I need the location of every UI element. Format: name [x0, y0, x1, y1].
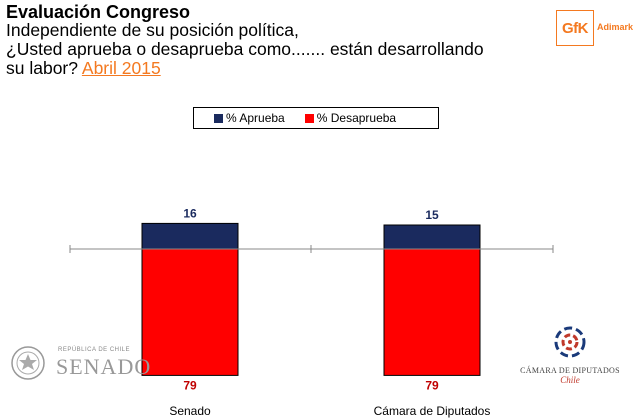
bar-desaprueba-0 [141, 248, 239, 376]
data-label-aprueba-1: 15 [425, 208, 439, 222]
data-label-aprueba-0: 16 [183, 206, 197, 220]
legend-swatch-desaprueba [304, 113, 314, 123]
x-tick-label-1: Cámara de Diputados [374, 404, 491, 418]
bar-aprueba-0 [141, 222, 239, 250]
senado-text: SENADO [56, 354, 152, 379]
data-label-desaprueba-1: 79 [425, 378, 439, 392]
survey-date: Abril 2015 [81, 58, 161, 78]
gfk-sub-logo: Adimark [597, 22, 634, 32]
chart-subtitle: Independiente de su posición política, ¿… [6, 21, 546, 78]
legend-item-desaprueba: % Desaprueba [304, 111, 397, 125]
chart-legend: % Aprueba % Desaprueba [193, 107, 439, 129]
legend-label-desaprueba: % Desaprueba [316, 111, 397, 125]
subtitle-line-1: Independiente de su posición política, [6, 20, 299, 40]
camara-logo: CÁMARA DE DIPUTADOS Chile [520, 325, 620, 385]
senado-seal-icon [11, 346, 45, 380]
subtitle-line-2: ¿Usted aprueba o desaprueba como....... … [6, 39, 484, 59]
camara-text: CÁMARA DE DIPUTADOS [520, 366, 620, 375]
camara-chile-text: Chile [560, 375, 580, 385]
bar-desaprueba-1 [383, 248, 481, 376]
senado-small-text: REPÚBLICA DE CHILE [58, 347, 131, 353]
subtitle-line-3: su labor? [6, 58, 82, 78]
camara-emblem-icon [554, 326, 586, 358]
senado-logo: REPÚBLICA DE CHILE SENADO [10, 344, 150, 382]
data-label-desaprueba-0: 79 [183, 378, 197, 392]
legend-label-aprueba: % Aprueba [226, 111, 285, 125]
legend-swatch-aprueba [214, 113, 223, 123]
legend-item-aprueba: % Aprueba [214, 111, 285, 125]
chart-title: Evaluación Congreso [6, 2, 191, 22]
x-tick-label-0: Senado [169, 404, 211, 418]
gfk-logo: GfK [556, 10, 594, 46]
bar-aprueba-1 [383, 224, 481, 250]
